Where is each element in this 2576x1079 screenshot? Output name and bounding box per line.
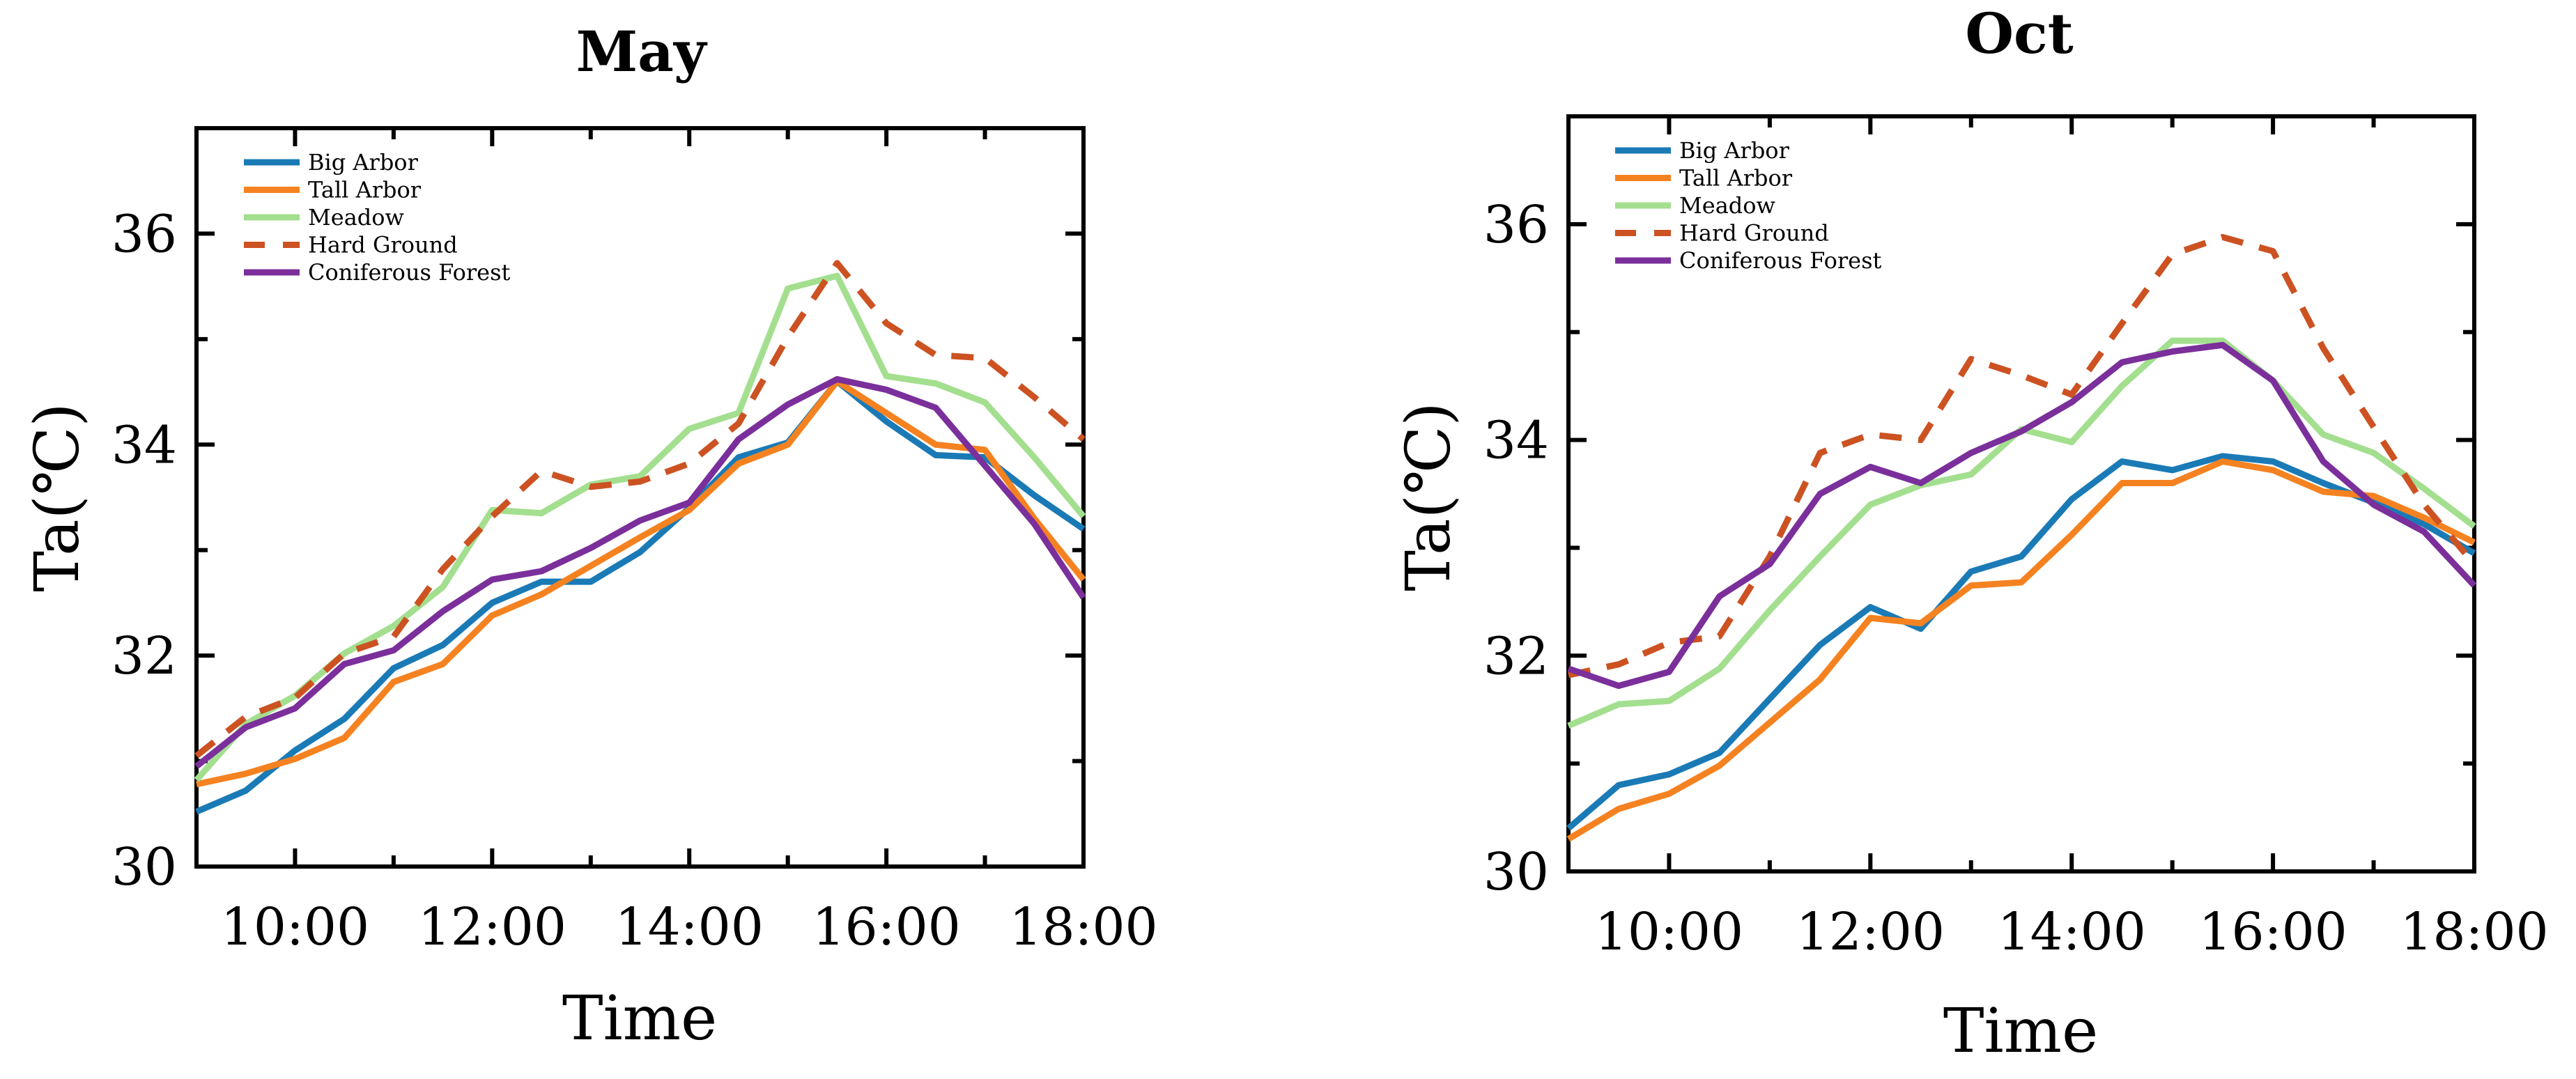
x-tick-label: 18:00	[1009, 897, 1157, 957]
series-lines	[194, 260, 1086, 815]
y-tick-labels: 30 32 34 36	[111, 204, 177, 897]
x-tick-label: 16:00	[2198, 902, 2347, 962]
legend-label: Big Arbor	[308, 149, 419, 176]
y-tick-labels: 30 32 34 36	[1483, 195, 1549, 902]
series-line-coniferous-forest	[194, 375, 1086, 769]
legend-label: Tall Arbor	[308, 177, 422, 203]
x-tick-label: 14:00	[615, 897, 764, 957]
x-tick-labels: 10:00 12:00 14:00 16:00 18:00	[1595, 902, 2549, 962]
y-axis-label: Ta(℃)	[21, 403, 93, 591]
y-tick-label: 32	[111, 626, 177, 686]
series-line-big-arbor	[1566, 453, 2476, 831]
series-line-big-arbor	[195, 378, 1086, 815]
x-tick-label: 12:00	[418, 897, 566, 957]
legend-label: Hard Ground	[1679, 220, 1829, 247]
chart-panel-may: May 30 32 34 36 10:00 12:00 14:00 16:00 18:00 B…	[21, 19, 1158, 1054]
y-tick-label: 34	[1483, 411, 1549, 471]
x-tick-labels: 10:00 12:00 14:00 16:00 18:00	[221, 897, 1158, 957]
chart-title: May	[576, 19, 708, 84]
x-axis-label: Time	[1943, 995, 2098, 1066]
x-axis-label: Time	[562, 982, 717, 1054]
y-tick-label: 36	[111, 204, 177, 264]
chart-title: Oct	[1965, 1, 2073, 66]
legend-label: Big Arbor	[1679, 137, 1790, 164]
series-line-tall-arbor	[196, 378, 1086, 788]
x-tick-label: 10:00	[1595, 902, 1743, 962]
x-tick-label: 10:00	[221, 897, 369, 957]
y-tick-label: 30	[1483, 842, 1549, 902]
x-tick-label: 14:00	[1998, 902, 2146, 962]
series-line-coniferous-forest	[1567, 341, 2477, 690]
plot-frame	[194, 126, 1086, 869]
series-lines	[1566, 233, 2477, 842]
plot-frame	[1566, 114, 2476, 874]
legend-label: Tall Arbor	[1679, 165, 1793, 192]
tick-marks	[194, 126, 1086, 869]
y-axis-label: Ta(℃)	[1392, 402, 1464, 591]
x-tick-label: 12:00	[1796, 902, 1945, 962]
series-line-hard-ground	[194, 260, 1086, 759]
y-tick-label: 32	[1483, 626, 1549, 686]
y-tick-label: 36	[1483, 195, 1549, 255]
y-tick-label: 30	[111, 837, 177, 897]
legend-label: Meadow	[308, 204, 404, 231]
series-line-tall-arbor	[1566, 458, 2476, 842]
chart-panel-oct: Oct 30 32 34 36 10:00 12:00 14:00 16:00 18:00 B…	[1392, 1, 2549, 1066]
x-tick-label: 16:00	[812, 897, 960, 957]
legend-label: Coniferous Forest	[1679, 247, 1882, 274]
legend-label: Hard Ground	[308, 232, 458, 258]
x-tick-label: 18:00	[2400, 902, 2548, 962]
legend-label: Meadow	[1679, 192, 1775, 219]
series-line-meadow	[194, 272, 1086, 782]
series-line-hard-ground	[1568, 233, 2477, 678]
y-tick-label: 34	[111, 415, 177, 475]
legend-label: Coniferous Forest	[308, 259, 511, 286]
